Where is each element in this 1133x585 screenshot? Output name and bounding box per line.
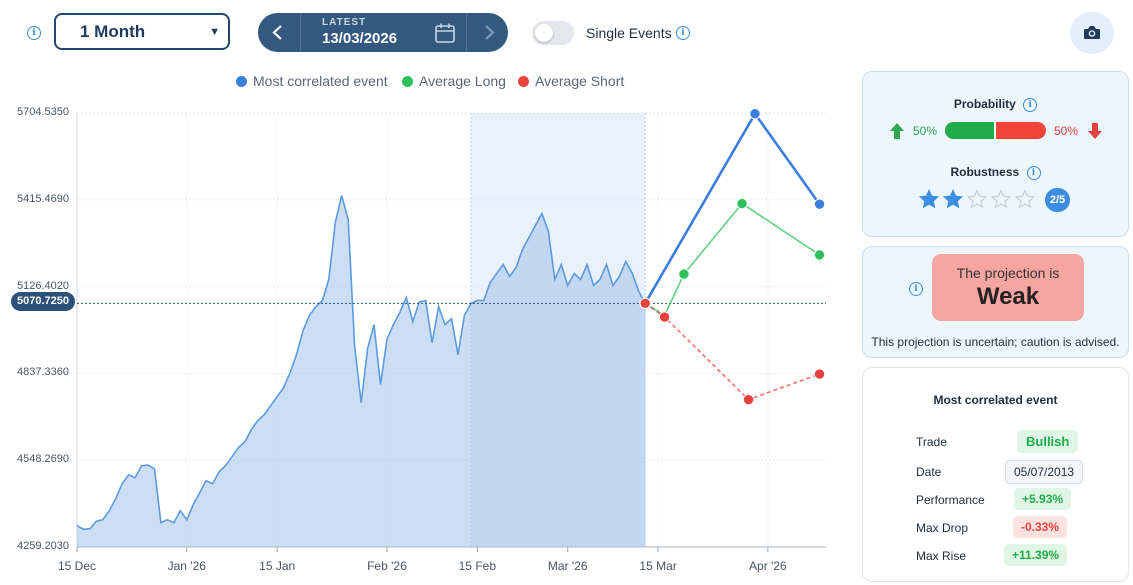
price-area	[77, 195, 646, 547]
x-tick-label: 15 Jan	[259, 559, 296, 573]
single-events-label: Single Events	[586, 25, 672, 41]
robustness-title: Robustness i	[863, 165, 1128, 180]
y-tick-label: 4837.3360	[17, 366, 69, 379]
star-empty-icon	[967, 189, 987, 209]
camera-icon	[1084, 26, 1100, 39]
event-title: Most correlated event	[933, 393, 1058, 407]
probability-title: Probability i	[863, 97, 1128, 112]
calendar-icon[interactable]	[434, 22, 456, 44]
x-tick-label: Mar '26	[547, 559, 588, 573]
series-most-correlated-event	[644, 111, 821, 304]
probability-up-fill	[945, 122, 996, 139]
legend-label: Most correlated event	[253, 73, 388, 89]
y-tick-label: 5415.4690	[17, 192, 69, 205]
period-select[interactable]: 1 Month ▼	[54, 13, 230, 50]
most-correlated-point	[813, 198, 826, 210]
event-date-value: 05/07/2013	[1005, 460, 1084, 484]
arrow-up-icon	[890, 123, 904, 139]
max-drop-label: Max Drop	[916, 521, 969, 535]
average-long-point	[813, 249, 826, 261]
event-card: Most correlated event Trade Bullish Date…	[862, 367, 1129, 582]
period-info-icon[interactable]: i	[27, 26, 41, 40]
y-tick-label: 4548.2690	[17, 453, 69, 466]
projection-info-icon[interactable]: i	[909, 282, 923, 296]
probability-bar	[945, 122, 1046, 139]
average-long-point	[678, 268, 690, 280]
series-average-short	[644, 302, 820, 401]
probability-down-value: 50%	[1054, 124, 1079, 138]
robustness-stars	[919, 189, 1035, 209]
price-projection-chart[interactable]	[0, 0, 860, 585]
single-events-toggle[interactable]	[532, 21, 574, 45]
projection-strength-box: The projection is Weak	[932, 254, 1084, 321]
star-empty-icon	[1015, 189, 1035, 209]
average-long-point	[736, 197, 748, 210]
probability-card: Probability i 50% 50% Robustness i 2/5	[862, 71, 1129, 237]
max-drop-value: -0.33%	[1013, 516, 1068, 538]
date-value[interactable]: 13/03/2026	[322, 30, 398, 47]
x-tick-label: Jan '26	[167, 559, 206, 573]
chevron-down-icon: ▼	[209, 25, 220, 38]
average-short-point	[742, 393, 755, 406]
nav-divider	[466, 13, 467, 52]
trade-value: Bullish	[1017, 430, 1079, 453]
y-tick-label: 5704.5350	[17, 106, 69, 118]
chevron-left-icon[interactable]	[270, 24, 286, 41]
arrow-down-icon	[1088, 123, 1102, 139]
projection-note: This projection is uncertain; caution is…	[871, 335, 1120, 349]
probability-up-value: 50%	[913, 124, 938, 138]
price-line	[76, 195, 646, 531]
robustness-title-text: Robustness	[950, 165, 1020, 179]
performance-label: Performance	[916, 493, 985, 507]
date-caption: LATEST	[322, 17, 367, 28]
legend-dot	[518, 75, 529, 87]
star-empty-icon	[991, 189, 1011, 209]
most-correlated-point	[749, 108, 761, 120]
y-tick-label: 4259.2030	[17, 540, 69, 552]
legend-dot	[236, 75, 247, 87]
screenshot-button[interactable]	[1070, 12, 1114, 54]
x-tick-label: Apr '26	[749, 559, 787, 573]
probability-title-text: Probability	[953, 97, 1016, 111]
current-value-badge: 5070.7250	[11, 292, 75, 311]
single-events-info-icon[interactable]: i	[676, 26, 690, 40]
trade-label: Trade	[916, 435, 947, 449]
x-tick-label: 15 Dec	[57, 559, 97, 573]
probability-info-icon[interactable]: i	[1023, 97, 1038, 112]
nav-divider	[300, 13, 301, 52]
x-tick-label: 15 Feb	[458, 559, 496, 573]
star-filled-icon	[919, 189, 939, 209]
legend-most-correlated[interactable]: Most correlated event	[236, 73, 388, 89]
robustness-info-icon[interactable]: i	[1026, 165, 1041, 180]
average-short-point	[813, 368, 826, 380]
chevron-right-icon[interactable]	[481, 24, 497, 41]
y-tick-label: 5126.4020	[17, 279, 69, 292]
max-rise-label: Max Rise	[916, 549, 967, 563]
x-tick-label: Feb '26	[367, 559, 407, 573]
period-select-value: 1 Month	[80, 21, 146, 41]
max-rise-value: +11.39%	[1004, 544, 1068, 566]
performance-value: +5.93%	[1014, 488, 1072, 510]
legend-label: Average Long	[419, 73, 506, 89]
date-label: Date	[916, 465, 942, 479]
legend-label: Average Short	[535, 73, 625, 89]
legend-average-short[interactable]: Average Short	[518, 73, 624, 89]
legend-dot	[402, 75, 413, 87]
projection-heading: The projection is	[956, 265, 1060, 281]
legend-average-long[interactable]: Average Long	[402, 73, 506, 89]
average-short-point	[658, 311, 671, 323]
date-navigator: LATEST 13/03/2026	[258, 13, 508, 52]
x-tick-label: 15 Mar	[639, 559, 677, 573]
projection-card: i The projection is Weak This projection…	[862, 246, 1129, 358]
toggle-knob	[535, 24, 553, 42]
robustness-badge: 2/5	[1045, 188, 1070, 212]
average-short-point	[639, 297, 651, 310]
projection-strength: Weak	[976, 283, 1040, 310]
star-filled-icon	[943, 189, 963, 209]
